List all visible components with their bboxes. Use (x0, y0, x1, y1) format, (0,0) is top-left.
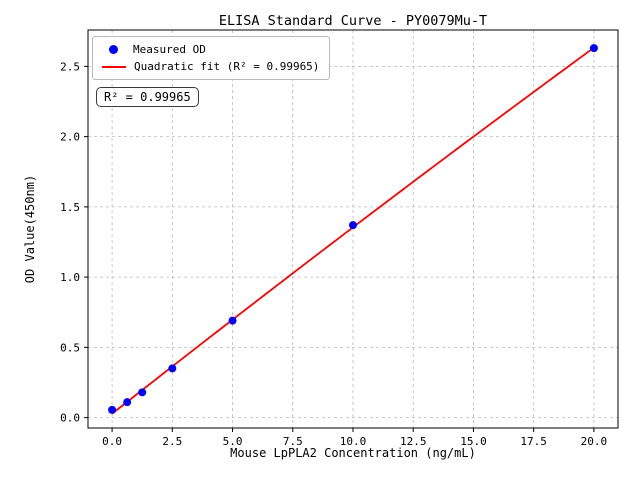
x-tick-label: 20.0 (581, 435, 608, 448)
data-point (589, 44, 598, 53)
y-tick-label: 2.0 (60, 131, 80, 144)
legend-marker-line (102, 65, 126, 68)
legend-marker-dot (109, 45, 118, 54)
data-series (108, 44, 598, 415)
data-point (228, 316, 237, 325)
x-tick-label: 7.5 (283, 435, 303, 448)
chart-title: ELISA Standard Curve - PY0079Mu-T (218, 13, 488, 29)
y-tick-label: 1.5 (60, 201, 80, 214)
y-tick-label: 0.5 (60, 341, 80, 354)
x-tick-label: 17.5 (520, 435, 547, 448)
x-tick-label: 0.0 (102, 435, 122, 448)
data-point (138, 388, 147, 397)
r-squared-annotation: R² = 0.99965 (96, 87, 199, 107)
data-point (168, 364, 177, 373)
data-point (349, 221, 357, 230)
legend: Measured OD Quadratic fit (R² = 0.99965) (92, 36, 331, 80)
legend-entry-fit: Quadratic fit (R² = 0.99965) (102, 60, 319, 73)
data-point (108, 405, 117, 414)
x-tick-label: 5.0 (223, 435, 243, 448)
x-tick-label: 12.5 (400, 435, 427, 448)
x-tick-label: 10.0 (340, 435, 367, 448)
tick-labels: 0.0 2.5 5.0 7.5 10.0 12.5 15.0 17.5 20.0 0.0 0.5 1.… (60, 60, 607, 448)
y-tick-label: 2.5 (60, 60, 80, 73)
y-tick-label: 0.0 (60, 412, 80, 425)
x-tick-label: 15.0 (460, 435, 487, 448)
x-tick-label: 2.5 (162, 435, 182, 448)
legend-label-fit: Quadratic fit (R² = 0.99965) (134, 60, 320, 73)
axis-ticks (84, 65, 595, 432)
data-point (123, 398, 132, 407)
y-tick-label: 1.0 (60, 271, 80, 284)
legend-entry-measured: Measured OD (102, 43, 319, 56)
axes-frame (87, 29, 619, 429)
y-axis-label: OD Value(450nm) (23, 174, 37, 284)
x-axis-label: Mouse LpPLA2 Concentration (ng/mL) (230, 446, 476, 460)
legend-label-measured: Measured OD (133, 43, 206, 56)
